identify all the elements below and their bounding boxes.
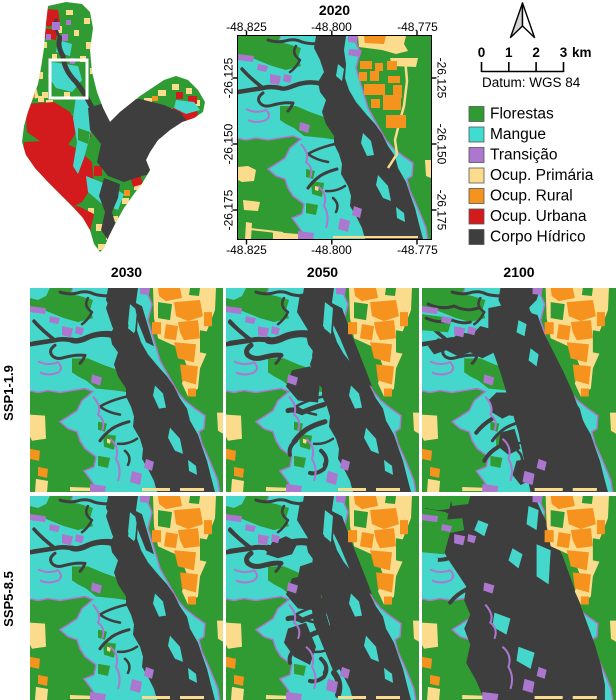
svg-text:Datum: WGS 84: Datum: WGS 84	[482, 75, 581, 90]
svg-text:Ocup. Rural: Ocup. Rural	[490, 188, 573, 205]
svg-text:Mangue: Mangue	[490, 126, 546, 143]
svg-text:Transição: Transição	[490, 147, 557, 164]
svg-text:km: km	[572, 45, 592, 60]
svg-text:1: 1	[505, 45, 513, 60]
svg-text:0: 0	[478, 45, 486, 60]
svg-text:3: 3	[560, 45, 568, 60]
svg-text:2: 2	[532, 45, 540, 60]
svg-text:Corpo Hídrico: Corpo Hídrico	[490, 229, 586, 246]
svg-text:Ocup. Urbana: Ocup. Urbana	[490, 208, 587, 225]
svg-text:Florestas: Florestas	[490, 106, 554, 123]
svg-text:Ocup. Primária: Ocup. Primária	[490, 167, 594, 184]
